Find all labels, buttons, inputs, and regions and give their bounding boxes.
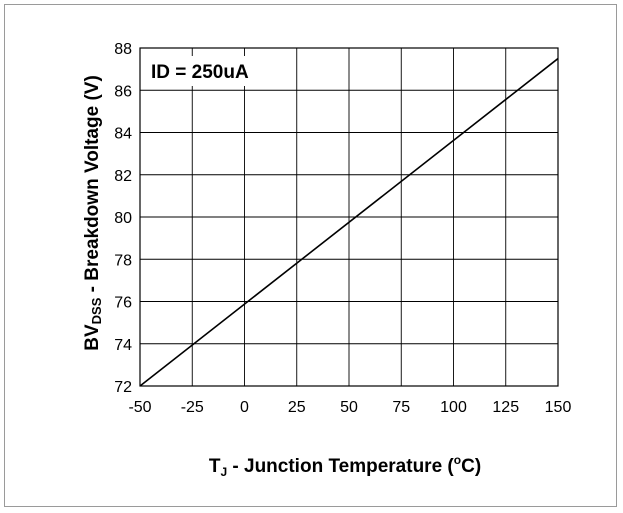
annotation-label: ID = 250uA (151, 62, 249, 83)
y-tick-label: 78 (114, 252, 132, 269)
x-axis-title-main: T (209, 456, 221, 477)
y-axis-title-main: BV (82, 324, 103, 351)
x-tick-label: -50 (128, 399, 151, 416)
x-axis-title-rest: - Junction Temperature ( (227, 456, 454, 477)
annotation-background (144, 56, 262, 86)
y-tick-label: 86 (114, 83, 132, 100)
y-axis-title: BVDSS - Breakdown Voltage (V) (82, 75, 104, 351)
x-tick-label: 125 (492, 399, 519, 416)
x-tick-label: 100 (440, 399, 467, 416)
y-tick-label: 80 (114, 210, 132, 227)
y-tick-label: 74 (114, 337, 132, 354)
x-axis-title-unit: C) (461, 456, 481, 477)
x-axis-title-superscript: o (454, 453, 461, 467)
plot-area-border (139, 47, 559, 387)
grid-lines (140, 48, 558, 386)
x-tick-label: 25 (288, 399, 306, 416)
breakdown-voltage-chart: -50 -25 0 25 50 75 100 125 150 72 74 76 78 80 82 84 86 8… (82, 41, 571, 479)
y-axis-title-subscript: DSS (89, 297, 104, 324)
x-tick-label: 150 (545, 399, 572, 416)
x-tick-label: 50 (340, 399, 358, 416)
x-tick-label: -25 (181, 399, 204, 416)
y-tick-label: 82 (114, 168, 132, 185)
y-tick-label: 88 (114, 41, 132, 58)
x-axis-title: TJ - Junction Temperature (oC) (209, 453, 481, 479)
y-axis-title-rest: - Breakdown Voltage (V) (82, 75, 103, 297)
series-line (139, 57, 559, 387)
y-tick-labels: 72 74 76 78 80 82 84 86 88 (114, 41, 132, 396)
x-tick-label: 75 (392, 399, 410, 416)
y-tick-label: 76 (114, 295, 132, 312)
x-tick-label: 0 (240, 399, 249, 416)
x-axis-title-subscript: J (220, 465, 227, 479)
y-tick-label: 72 (114, 379, 132, 396)
chart-frame: -50 -25 0 25 50 75 100 125 150 72 74 76 78 80 82 84 86 8… (4, 4, 617, 507)
x-tick-labels: -50 -25 0 25 50 75 100 125 150 (128, 399, 571, 416)
series-group (139, 57, 559, 387)
y-tick-label: 84 (114, 126, 132, 143)
